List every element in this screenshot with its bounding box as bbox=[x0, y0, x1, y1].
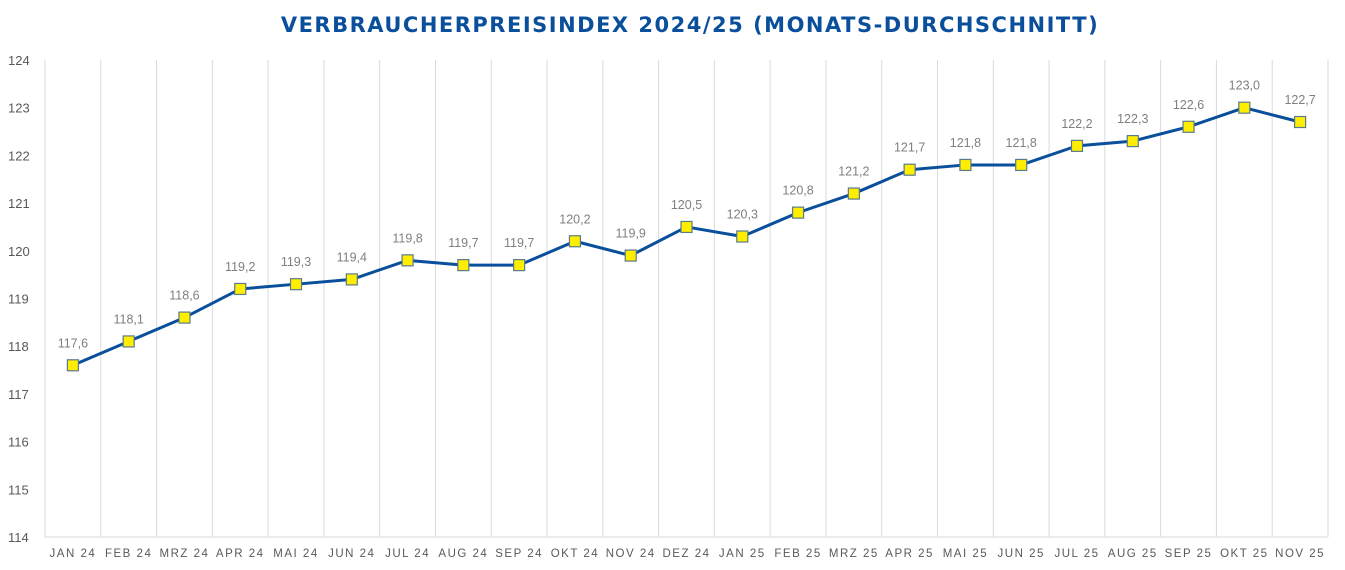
y-tick-label: 123 bbox=[8, 101, 30, 116]
data-point bbox=[1294, 115, 1307, 129]
data-label: 120,3 bbox=[727, 207, 758, 221]
data-point bbox=[903, 163, 916, 176]
data-label: 119,9 bbox=[616, 227, 646, 241]
x-tick-label: JUL 24 bbox=[385, 548, 430, 560]
data-label: 119,2 bbox=[225, 260, 255, 274]
data-label: 119,7 bbox=[504, 236, 534, 250]
data-label: 120,5 bbox=[671, 198, 702, 212]
y-tick-label: 124 bbox=[8, 53, 30, 68]
data-point bbox=[122, 335, 135, 348]
data-label: 122,2 bbox=[1061, 117, 1092, 131]
data-point bbox=[178, 311, 191, 324]
y-tick-label: 114 bbox=[8, 530, 29, 545]
x-tick-label: NOV 24 bbox=[606, 548, 656, 560]
x-tick-label: NOV 25 bbox=[1275, 548, 1325, 560]
x-tick-label: JAN 24 bbox=[50, 548, 97, 560]
x-tick-label: JUL 25 bbox=[1054, 548, 1099, 560]
x-axis: JAN 24 FEB 24 MRZ 24 APR 24 MAI 24 JUN 24 JUL … bbox=[50, 548, 1325, 560]
data-label: 120,8 bbox=[782, 184, 813, 198]
x-tick-label: SEP 25 bbox=[1165, 548, 1213, 560]
data-point bbox=[791, 206, 805, 219]
x-tick-label: OKT 24 bbox=[551, 548, 599, 560]
data-label: 119,7 bbox=[448, 236, 478, 250]
data-point bbox=[289, 278, 303, 291]
x-tick-label: JUN 25 bbox=[998, 548, 1045, 560]
data-point bbox=[1126, 134, 1139, 148]
data-point bbox=[736, 230, 749, 243]
data-label: 122,6 bbox=[1173, 98, 1204, 112]
y-tick-label: 120 bbox=[8, 244, 30, 259]
x-tick-label: APR 25 bbox=[885, 548, 934, 560]
x-tick-label: MAI 25 bbox=[943, 548, 988, 560]
x-tick-label: SEP 24 bbox=[495, 548, 543, 560]
data-point bbox=[401, 254, 414, 267]
x-tick-label: MAI 24 bbox=[273, 548, 318, 560]
data-point bbox=[1070, 139, 1084, 152]
data-label: 119,3 bbox=[281, 255, 311, 269]
x-tick-label: AUG 25 bbox=[1108, 548, 1158, 560]
data-label: 121,8 bbox=[1006, 136, 1037, 150]
data-point bbox=[1182, 120, 1195, 133]
data-point bbox=[457, 259, 470, 272]
data-label: 121,2 bbox=[838, 165, 869, 179]
data-point bbox=[1238, 101, 1251, 114]
data-label: 119,4 bbox=[337, 250, 367, 264]
data-point bbox=[1015, 158, 1028, 172]
grid bbox=[44, 60, 1329, 538]
y-tick-label: 115 bbox=[8, 482, 29, 497]
y-axis: 114 115 116 117 118 119 120 121 122 123 124 bbox=[8, 53, 30, 545]
data-point bbox=[568, 235, 582, 248]
x-tick-label: JUN 24 bbox=[328, 548, 375, 560]
data-label: 118,1 bbox=[113, 312, 143, 326]
y-tick-label: 119 bbox=[8, 292, 29, 307]
data-point bbox=[345, 273, 358, 286]
y-tick-label: 117 bbox=[8, 387, 29, 402]
data-label: 118,6 bbox=[169, 289, 199, 303]
x-tick-label: FEB 24 bbox=[105, 548, 152, 560]
x-tick-label: APR 24 bbox=[216, 548, 265, 560]
x-tick-label: DEZ 24 bbox=[663, 548, 711, 560]
x-tick-label: JAN 25 bbox=[719, 548, 766, 560]
data-label: 119,8 bbox=[392, 231, 422, 245]
chart-title: VERBRAUCHERPREISINDEX 2024/25 (MONATS-DU… bbox=[281, 13, 1099, 37]
x-tick-label: FEB 25 bbox=[774, 548, 821, 560]
y-tick-label: 118 bbox=[8, 339, 29, 354]
data-label: 121,7 bbox=[894, 141, 925, 155]
y-tick-label: 116 bbox=[8, 435, 29, 450]
data-point bbox=[959, 158, 972, 172]
data-label: 122,7 bbox=[1284, 93, 1315, 107]
x-tick-label: OKT 25 bbox=[1220, 548, 1268, 560]
data-point bbox=[513, 259, 526, 272]
x-tick-label: AUG 24 bbox=[438, 548, 488, 560]
y-tick-label: 121 bbox=[8, 196, 30, 211]
series: 117,6 118,1 118,6 119,2 119,3 119,4 119,8 119,7… bbox=[58, 79, 1316, 372]
data-label: 121,8 bbox=[950, 136, 981, 150]
x-tick-label: MRZ 24 bbox=[160, 548, 210, 560]
data-point bbox=[624, 249, 637, 262]
data-point bbox=[234, 282, 247, 296]
data-label: 122,3 bbox=[1117, 112, 1148, 126]
data-label: 117,6 bbox=[58, 336, 88, 350]
data-point bbox=[66, 359, 79, 372]
data-label: 120,2 bbox=[559, 212, 590, 226]
data-label: 123,0 bbox=[1229, 79, 1260, 93]
y-tick-label: 122 bbox=[8, 148, 30, 163]
x-tick-label: MRZ 25 bbox=[829, 548, 879, 560]
data-point bbox=[680, 220, 693, 234]
data-point bbox=[847, 187, 860, 200]
series-line bbox=[72, 106, 1301, 367]
